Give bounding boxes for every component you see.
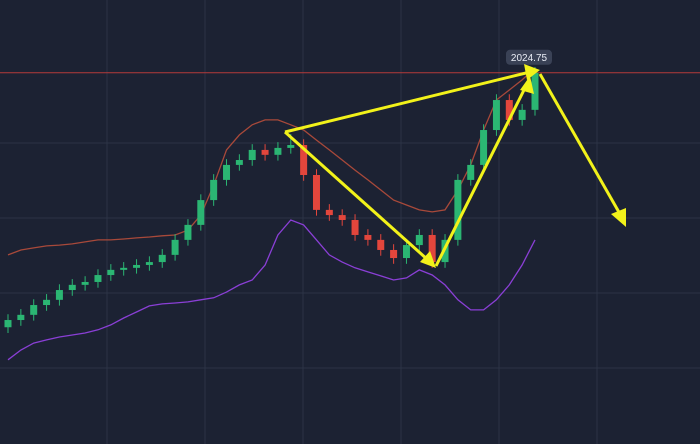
arrow [283,130,430,262]
band-line [7,67,536,256]
candle-body [351,219,359,235]
candle-body [261,149,269,155]
arrow-head [611,208,626,227]
candle-body [300,145,308,176]
candle-body [338,215,346,220]
candle-body [274,147,282,155]
candle-body [171,239,179,255]
candle-body [518,109,526,120]
candle-body [235,160,243,165]
candle-body [454,179,462,240]
candle-body [505,100,513,120]
candle-body [197,200,205,225]
candle-body [81,281,89,285]
candle-body [248,149,256,161]
candle-body [325,209,333,216]
candle-body [364,234,372,240]
annotation-arrows [283,64,626,268]
candle-body [402,245,410,259]
candle-body [312,175,320,210]
arrow-head [524,64,540,80]
candle-body [43,299,51,306]
arrow-head [420,251,436,268]
candle-body [531,72,539,110]
candle-body [68,284,76,291]
candle-body [4,320,12,328]
candle-body [223,164,231,180]
candle-body [120,267,128,270]
candle-body [158,254,166,263]
candle-body [210,179,218,201]
candle-body [17,314,25,321]
candle-body [94,275,102,282]
candle-body [428,234,436,263]
candle-body [287,145,295,148]
candle-body [107,269,115,276]
price-label-box [506,49,552,65]
price-label-text: 2024.75 [511,53,548,64]
candle-body [492,100,500,131]
plot-area: 2024.75 [0,49,700,361]
candle-body [390,249,398,259]
candle-body [133,264,141,268]
candle-body [184,224,192,240]
candle-body [480,130,488,165]
candle-body [145,262,153,265]
band-line [7,219,536,361]
arrow-head [520,76,534,94]
price-label: 2024.75 [506,49,552,65]
candle-body [467,164,475,180]
candle-body [55,290,63,300]
candle-body [415,234,423,246]
candle-body [377,239,385,250]
arrow [434,85,528,267]
candle-body [30,305,38,315]
arrow [538,73,622,215]
arrow [284,70,531,134]
